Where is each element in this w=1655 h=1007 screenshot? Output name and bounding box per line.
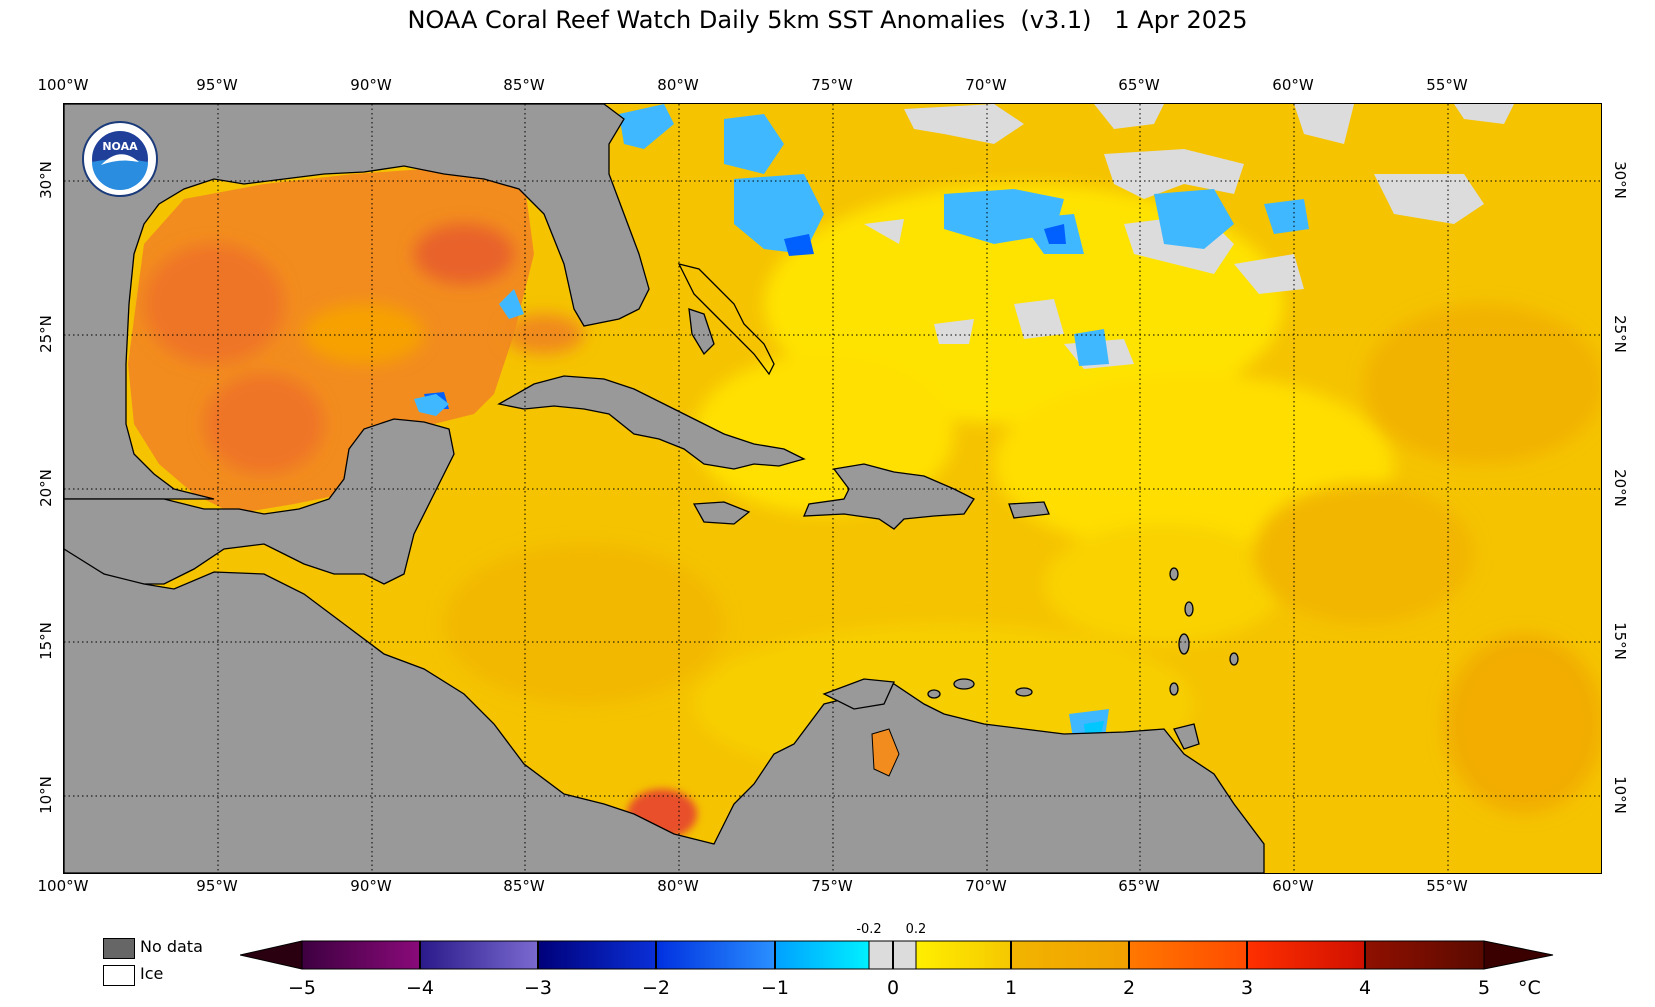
land-hispaniola (803, 463, 975, 530)
lon-tick-top: 65°W (1118, 76, 1160, 94)
lon-tick-top: 75°W (811, 76, 853, 94)
colorbar-label: 4 (1358, 977, 1372, 999)
no-data-label: No data (140, 937, 203, 956)
lat-tick-right: 20°N (1611, 469, 1629, 507)
land-mexico (64, 418, 455, 585)
lon-tick-bottom: 60°W (1272, 877, 1314, 895)
lon-tick-top: 85°W (503, 76, 545, 94)
lon-tick-bottom: 65°W (1118, 877, 1160, 895)
colorbar-unit: °C (1518, 977, 1541, 999)
colorbar-label: 1 (1004, 977, 1018, 999)
colorbar-label-plus-0-2: 0.2 (905, 922, 927, 937)
land-andros (688, 308, 715, 356)
lon-tick-top: 60°W (1272, 76, 1314, 94)
colorbar-label: −1 (760, 977, 790, 999)
colorbar-label: 2 (1122, 977, 1136, 999)
lat-tick-right: 25°N (1611, 315, 1629, 353)
land-jamaica (692, 501, 751, 525)
lon-tick-top: 55°W (1426, 76, 1468, 94)
land-trinidad (1173, 723, 1200, 750)
sst-anomaly-map (63, 103, 1602, 874)
cool-anomaly-patches (404, 104, 1309, 794)
ice-label: Ice (140, 964, 164, 983)
lon-tick-bottom: 70°W (965, 877, 1007, 895)
colorbar-label: 3 (1240, 977, 1254, 999)
lon-tick-bottom: 80°W (657, 877, 699, 895)
lon-tick-bottom: 100°W (37, 877, 89, 895)
colorbar-label: −5 (287, 977, 317, 999)
lon-tick-top: 95°W (196, 76, 238, 94)
colorbar-label: −3 (523, 977, 553, 999)
lat-tick-right: 30°N (1611, 161, 1629, 199)
colorbar (239, 938, 1555, 976)
lon-tick-bottom: 95°W (196, 877, 238, 895)
colorbar-label-minus-0-2: -0.2 (856, 922, 882, 937)
lat-tick-left: 10°N (37, 776, 55, 814)
lon-tick-bottom: 90°W (350, 877, 392, 895)
lon-tick-bottom: 55°W (1426, 877, 1468, 895)
lat-tick-left: 20°N (37, 469, 55, 507)
lat-tick-left: 25°N (37, 315, 55, 353)
noaa-logo-icon: NOAA (81, 120, 159, 198)
colorbar-label: 0 (886, 977, 900, 999)
lon-tick-top: 70°W (965, 76, 1007, 94)
lat-tick-right: 15°N (1611, 622, 1629, 660)
colorbar-label: 5 (1477, 977, 1491, 999)
lake-maracaibo (871, 728, 900, 777)
no-data-swatch (103, 938, 135, 959)
colorbar-label: −4 (405, 977, 435, 999)
lat-tick-right: 10°N (1611, 776, 1629, 814)
land-bahamas-islands (677, 263, 775, 376)
lon-tick-top: 80°W (657, 76, 699, 94)
lat-tick-left: 30°N (37, 161, 55, 199)
chart-title: NOAA Coral Reef Watch Daily 5km SST Anom… (407, 6, 1248, 34)
lon-tick-bottom: 75°W (811, 877, 853, 895)
lon-tick-top: 100°W (37, 76, 89, 94)
lon-tick-bottom: 85°W (503, 877, 545, 895)
land-lesser-antilles (927, 567, 1239, 699)
land-central-america (64, 548, 1265, 873)
colorbar-label: −2 (641, 977, 671, 999)
map-canvas (64, 104, 1601, 873)
land-puerto-rico (1008, 501, 1050, 519)
lat-tick-left: 15°N (37, 622, 55, 660)
logo-text: NOAA (102, 140, 138, 153)
land-cuba (497, 375, 806, 470)
lon-tick-top: 90°W (350, 76, 392, 94)
ice-swatch (103, 965, 135, 986)
land-guajira (822, 678, 895, 710)
